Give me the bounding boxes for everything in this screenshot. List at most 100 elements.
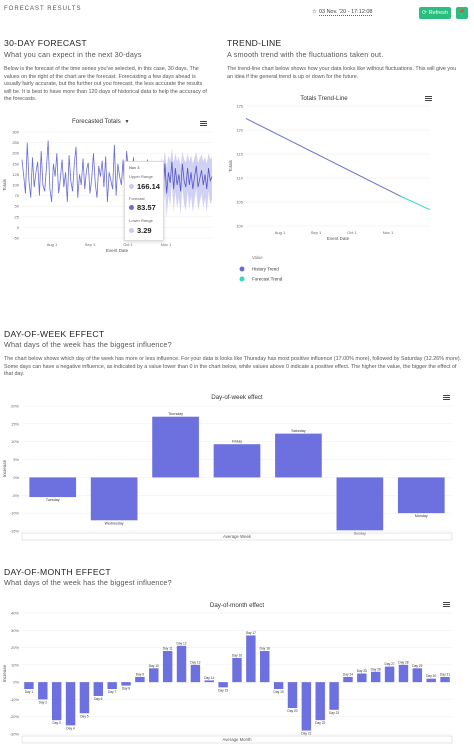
y-tick-label: 10% bbox=[11, 662, 19, 667]
bar-label: Day 21 bbox=[301, 732, 311, 736]
page-title: FORECAST RESULTS bbox=[4, 6, 82, 12]
bar-label: Day 3 bbox=[53, 721, 62, 725]
tooltip-lower-value: 3.29 bbox=[137, 226, 152, 235]
x-tick-label: Sep 1 bbox=[85, 242, 96, 247]
bar bbox=[213, 444, 261, 478]
y-tick-label: -20% bbox=[10, 714, 20, 719]
bar-label: Day 2 bbox=[39, 700, 48, 704]
bar bbox=[301, 682, 312, 731]
star-icon[interactable]: ☆ bbox=[312, 9, 317, 15]
bar bbox=[440, 676, 450, 683]
bar bbox=[162, 651, 173, 683]
bar-label: Day 15 bbox=[218, 688, 228, 692]
bar bbox=[79, 682, 90, 714]
bar-label: Day 28 bbox=[398, 660, 408, 664]
dom-subtitle: What days of the week has the biggest in… bbox=[4, 578, 172, 587]
bar-label: Day 9 bbox=[136, 672, 145, 676]
bar-label: Day 18 bbox=[260, 647, 270, 651]
bar-label: Sunday bbox=[354, 531, 366, 535]
y-tick-label: -10% bbox=[10, 697, 20, 702]
y-tick-label: 200 bbox=[12, 151, 19, 156]
x-axis-title: Average Week bbox=[223, 534, 252, 539]
bar-label: Day 19 bbox=[274, 690, 284, 694]
trend-paragraph: The trend-line chart below shows how you… bbox=[227, 66, 457, 80]
trend-chart-title: Totals Trend-Line bbox=[300, 95, 348, 102]
y-tick-label: 125 bbox=[12, 172, 19, 177]
forecast-dropdown-label[interactable]: Forecasted Totals bbox=[72, 118, 121, 125]
forecast-line bbox=[161, 161, 213, 194]
bar bbox=[426, 678, 436, 683]
refresh-icon: ⟳ bbox=[422, 10, 427, 16]
x-axis-box bbox=[21, 735, 453, 744]
x-tick-label: Sep 1 bbox=[311, 230, 322, 235]
bar-label: Day 10 bbox=[149, 664, 159, 668]
tooltip-upper-value: 166.14 bbox=[137, 182, 160, 191]
bar-label: Day 13 bbox=[190, 660, 200, 664]
bar-label: Day 24 bbox=[343, 672, 353, 676]
y-tick-label: 5% bbox=[13, 457, 19, 462]
tooltip-upper-label: Upper Range bbox=[129, 174, 153, 179]
bar-label: Saturday bbox=[291, 429, 306, 433]
bar bbox=[370, 671, 381, 683]
bar-label: Wednesday bbox=[105, 521, 124, 525]
forecast-subtitle: What you can expect in the next 30-days bbox=[4, 50, 142, 59]
dom-chart-menu-icon[interactable] bbox=[443, 601, 450, 608]
bar bbox=[38, 682, 48, 700]
y-tick-label: 100 bbox=[236, 224, 243, 229]
refresh-button[interactable]: ⟳ Refresh bbox=[419, 7, 451, 19]
y-tick-label: 50 bbox=[15, 204, 20, 209]
y-axis-title: Totals bbox=[228, 159, 233, 172]
bar bbox=[260, 651, 270, 683]
y-tick-label: 10% bbox=[11, 439, 19, 444]
bar bbox=[246, 635, 256, 683]
tooltip-forecast-label: Forecast bbox=[129, 196, 145, 201]
bar-label: Tuesday bbox=[46, 498, 60, 502]
bar-chart-title: Day-of-week effect bbox=[211, 394, 263, 401]
bar-label: Day 14 bbox=[204, 676, 214, 680]
y-tick-label: -50 bbox=[13, 236, 20, 241]
trend-series-line bbox=[245, 118, 401, 197]
bar-label: Day 20 bbox=[287, 709, 297, 713]
day-of-month-chart: Day-of-month effect 40% 30% 20% 10% 0% -10% -20… bbox=[2, 602, 453, 744]
bar-label: Day 30 bbox=[426, 674, 436, 678]
pin-button[interactable]: 📍 bbox=[456, 7, 468, 19]
bar bbox=[218, 682, 228, 688]
date-range-picker[interactable]: ☆ 03 Nov. '20 - 17:12:08 bbox=[312, 9, 373, 16]
forecast-tooltip: Nov 3 Upper Range 166.14 Forecast 83.57 … bbox=[124, 161, 164, 241]
tooltip-forecast-value: 83.57 bbox=[137, 203, 156, 212]
chevron-down-icon[interactable]: ▼ bbox=[124, 119, 130, 125]
forecast-dropdown[interactable]: Forecasted Totals ▼ bbox=[72, 118, 129, 125]
bar bbox=[412, 668, 423, 683]
bar-label: Day 23 bbox=[329, 711, 339, 715]
trend-chart-menu-icon[interactable] bbox=[425, 95, 432, 102]
trend-series-line bbox=[400, 195, 431, 211]
bar-label: Thursday bbox=[168, 412, 183, 416]
bar-label: Day 22 bbox=[315, 721, 325, 725]
bar bbox=[336, 477, 384, 531]
y-axis-title: Totals bbox=[2, 178, 7, 191]
legend-marker bbox=[239, 276, 245, 282]
lower-dot-icon bbox=[129, 228, 134, 233]
y-tick-label: 0% bbox=[13, 680, 19, 685]
y-tick-label: 115 bbox=[237, 152, 244, 157]
y-axis-title: Increase bbox=[2, 459, 7, 477]
y-tick-label: 20% bbox=[11, 404, 19, 409]
y-axis-title: Increase bbox=[2, 664, 7, 682]
bar bbox=[397, 477, 445, 514]
bar bbox=[275, 433, 322, 478]
date-text[interactable]: 03 Nov. '20 - 17:12:08 bbox=[318, 9, 373, 16]
forecast-paragraph: Below is the forecast of the time series… bbox=[4, 66, 207, 103]
tooltip-date: Nov 3 bbox=[129, 165, 140, 170]
x-tick-label: Aug 1 bbox=[47, 242, 58, 247]
bar-label: Friday bbox=[232, 440, 242, 444]
bar bbox=[232, 657, 242, 683]
forecast-chart-menu-icon[interactable] bbox=[200, 120, 207, 127]
x-axis-title: Average Month bbox=[222, 737, 252, 742]
bar-label: Day 31 bbox=[440, 672, 450, 676]
y-tick-label: -10% bbox=[10, 511, 20, 516]
dow-chart-menu-icon[interactable] bbox=[443, 394, 450, 401]
y-tick-label: 100 bbox=[12, 183, 19, 188]
dom-heading: DAY-OF-MONTH EFFECT bbox=[4, 567, 111, 577]
bar bbox=[149, 668, 159, 683]
bar bbox=[329, 682, 339, 710]
